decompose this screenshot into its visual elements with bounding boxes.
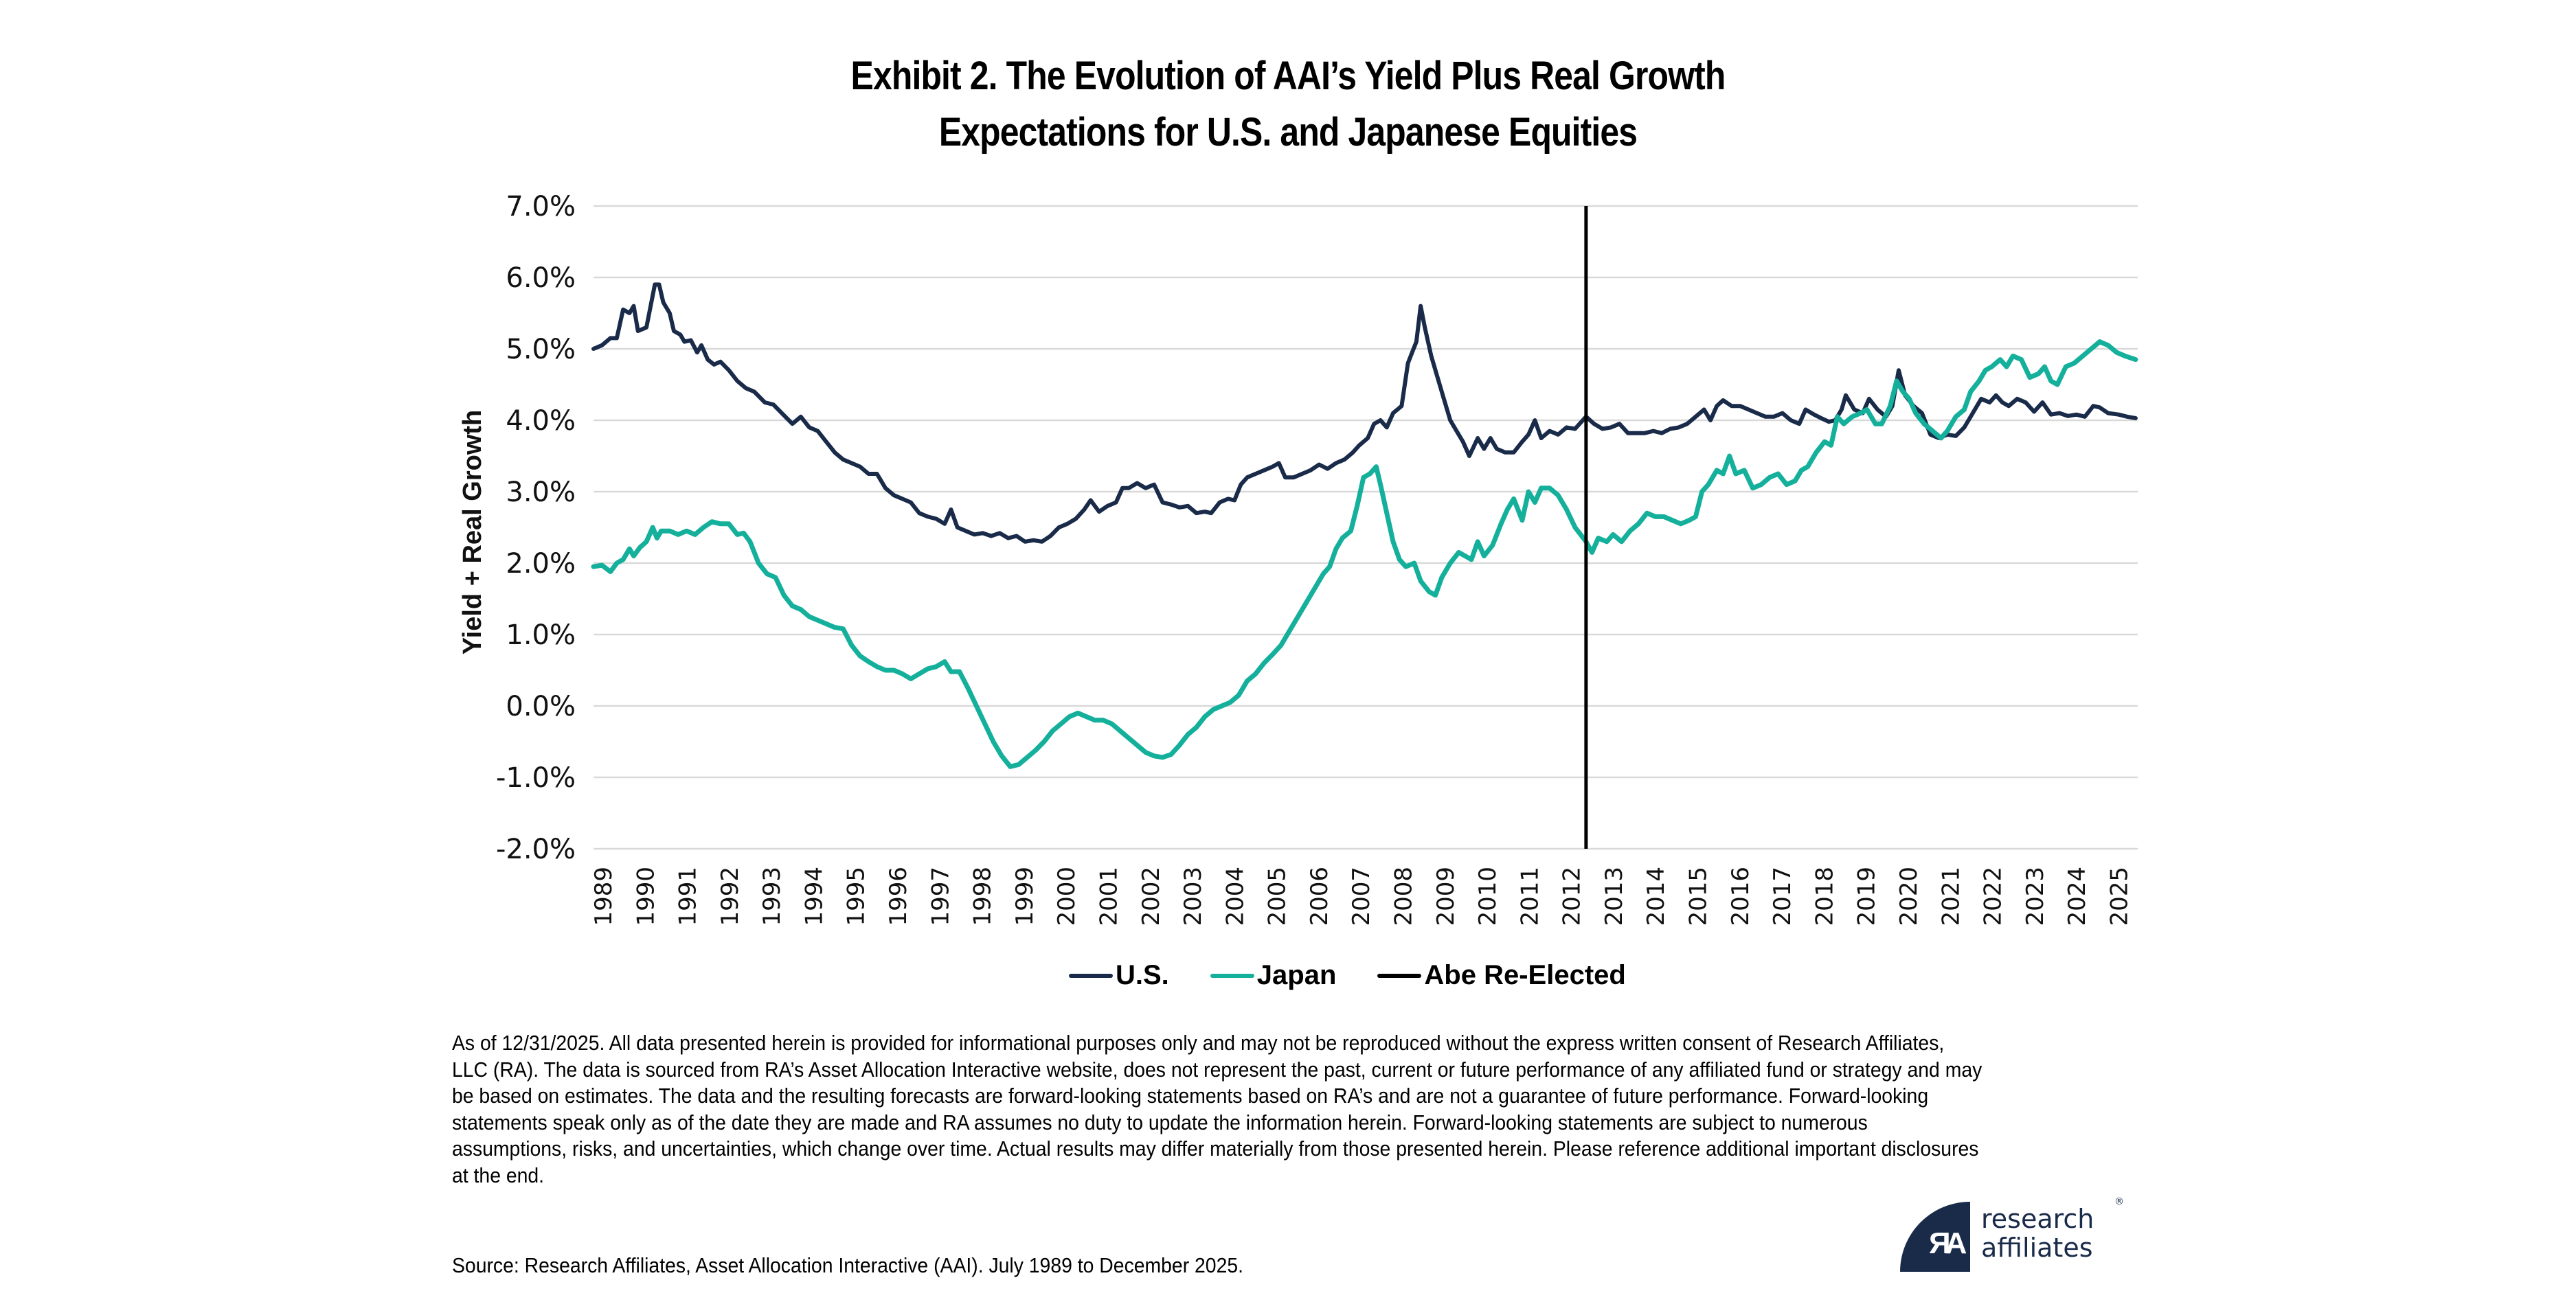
research-affiliates-logo: ЯA research affiliates ® xyxy=(1900,1195,2161,1272)
x-tick-label: 2004 xyxy=(1221,867,1249,926)
y-tick-label: 4.0% xyxy=(506,405,576,437)
logo-text-line-1: research xyxy=(1981,1204,2094,1234)
x-tick-label: 1989 xyxy=(590,867,618,926)
x-tick-label: 1998 xyxy=(969,867,997,926)
y-tick-label: 7.0% xyxy=(506,191,576,222)
y-axis-label: Yield + Real Growth xyxy=(458,410,487,655)
x-tick-label: 2010 xyxy=(1474,867,1502,926)
x-tick-label: 2001 xyxy=(1095,867,1122,926)
x-tick-label: 2018 xyxy=(1811,867,1838,926)
x-tick-label: 2011 xyxy=(1516,867,1544,926)
y-tick-label: -2.0% xyxy=(496,834,576,865)
x-tick-label: 1995 xyxy=(843,867,870,926)
y-axis-ticks: -2.0% -1.0% 0.0% 1.0% 2.0% 3.0% 4.0% 5.0% 6.0% 7.… xyxy=(496,191,576,865)
legend-item-japan: Japan xyxy=(1210,960,1337,991)
x-tick-label: 2005 xyxy=(1264,867,1291,926)
legend-item-us: U.S. xyxy=(1069,960,1169,991)
legend-label-japan: Japan xyxy=(1256,960,1337,990)
x-tick-label: 2017 xyxy=(1769,867,1796,926)
x-tick-label: 1992 xyxy=(716,867,744,926)
x-tick-label: 2022 xyxy=(1980,867,2007,926)
gridlines xyxy=(594,205,2138,850)
x-tick-label: 1990 xyxy=(632,867,659,926)
legend-label-abe: Abe Re-Elected xyxy=(1424,960,1626,990)
source-note: Source: Research Affiliates, Asset Alloc… xyxy=(452,1254,1244,1277)
y-tick-label: -1.0% xyxy=(496,762,576,794)
legend: U.S. Japan Abe Re-Elected xyxy=(1069,960,1667,991)
logo-mark-icon: ЯA xyxy=(1900,1202,1970,1272)
x-tick-label: 2013 xyxy=(1601,867,1628,926)
logo-text: research affiliates xyxy=(1981,1204,2094,1262)
chart-title: Exhibit 2. The Evolution of AAI’s Yield … xyxy=(181,48,2396,161)
logo-text-line-2: affiliates xyxy=(1981,1233,2093,1263)
x-tick-label: 2020 xyxy=(1895,867,1923,926)
y-tick-label: 2.0% xyxy=(506,548,576,580)
x-tick-label: 2024 xyxy=(2064,867,2091,926)
x-tick-label: 2000 xyxy=(1053,867,1081,926)
x-tick-label: 2007 xyxy=(1348,867,1375,926)
series-line-us xyxy=(591,282,2138,544)
x-tick-label: 2008 xyxy=(1390,867,1417,926)
legend-label-us: U.S. xyxy=(1116,960,1169,990)
y-tick-label: 6.0% xyxy=(506,262,576,294)
logo-glyph: ЯA xyxy=(1929,1226,1967,1260)
registered-mark: ® xyxy=(2114,1196,2124,1207)
x-axis-ticks: 1989 1990 1991 1992 1993 1994 1995 1996 1997 1998… xyxy=(590,867,2133,926)
x-tick-label: 2012 xyxy=(1559,867,1586,926)
legend-swatch-abe xyxy=(1377,973,1422,978)
x-tick-label: 1993 xyxy=(758,867,786,926)
x-tick-label: 1991 xyxy=(675,867,702,926)
legend-swatch-us xyxy=(1069,973,1113,978)
y-tick-label: 5.0% xyxy=(506,334,576,365)
x-tick-label: 2003 xyxy=(1179,867,1207,926)
y-tick-label: 1.0% xyxy=(506,619,576,651)
x-tick-label: 1994 xyxy=(800,867,828,926)
chart-title-line-2: Expectations for U.S. and Japanese Equit… xyxy=(938,110,1638,155)
x-tick-label: 1996 xyxy=(885,867,912,926)
x-tick-label: 2014 xyxy=(1642,867,1670,926)
disclaimer-notes: As of 12/31/2025. All data presented her… xyxy=(452,1031,1982,1187)
x-tick-label: 2016 xyxy=(1727,867,1754,926)
legend-swatch-japan xyxy=(1210,973,1254,978)
x-tick-label: 2021 xyxy=(1937,867,1965,926)
x-tick-label: 2015 xyxy=(1685,867,1713,926)
x-tick-label: 2009 xyxy=(1432,867,1460,926)
y-tick-label: 3.0% xyxy=(506,477,576,508)
legend-item-abe: Abe Re-Elected xyxy=(1377,960,1626,991)
y-tick-label: 0.0% xyxy=(506,691,576,722)
x-tick-label: 1999 xyxy=(1011,867,1039,926)
x-tick-label: 1997 xyxy=(927,867,954,926)
x-tick-label: 2025 xyxy=(2105,867,2133,926)
chart-title-line-1: Exhibit 2. The Evolution of AAI’s Yield … xyxy=(850,54,1726,98)
x-tick-label: 2019 xyxy=(1853,867,1881,926)
x-tick-label: 2006 xyxy=(1306,867,1333,926)
x-tick-label: 2023 xyxy=(2022,867,2049,926)
x-tick-label: 2002 xyxy=(1138,867,1165,926)
series-line-japan xyxy=(591,339,2138,769)
series-lines xyxy=(591,282,2138,769)
